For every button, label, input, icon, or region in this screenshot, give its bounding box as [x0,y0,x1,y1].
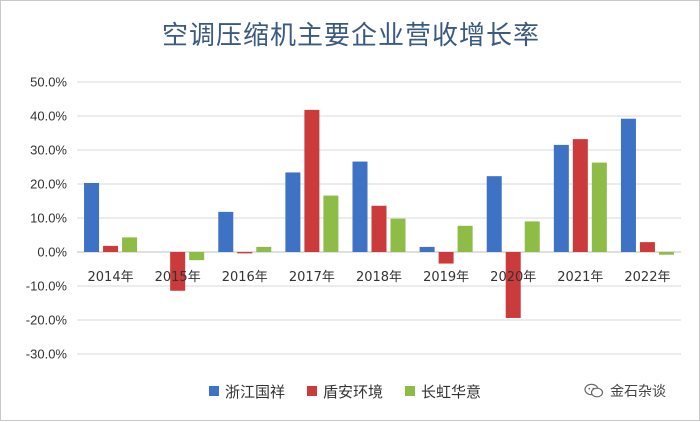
y-tick-label: -30.0% [26,347,68,362]
bar [122,237,138,252]
legend-label: 盾安环境 [323,382,384,401]
x-category-label: 2015年 [155,270,201,285]
bar [419,246,435,252]
bar [505,252,521,318]
x-category-label: 2020年 [490,270,536,285]
bar [237,252,253,254]
y-tick-label: -20.0% [26,313,68,328]
x-category-label: 2016年 [222,270,268,285]
bar [438,252,454,264]
bar [285,172,301,252]
bar [620,118,636,252]
legend-label: 长虹华意 [421,382,482,401]
x-axis-labels: 2014年 2015年 2016年 2017年 2018年 2019年 2020年 2021年… [88,270,671,285]
legend-item-zhejiang-guoxiang: 浙江国祥 [209,381,285,402]
legend-label: 浙江国祥 [225,382,286,401]
x-category-label: 2018年 [356,270,402,285]
legend-item-changhong-huayi: 长虹华意 [405,381,481,402]
y-tick-label: 50.0% [30,75,67,90]
bar [639,242,655,252]
bar [658,252,674,255]
bar [352,161,368,252]
legend-swatch [405,386,416,396]
chart-title: 空调压缩机主要企业营收增长率 [161,21,540,51]
watermark: 金石杂谈 [584,381,666,401]
bar [323,195,339,252]
bar [572,139,588,252]
y-axis-ticks: 50.0% 40.0% 30.0% 20.0% 10.0% 0.0% -10.0% -20.0… [26,75,68,362]
bar [390,218,406,252]
bar [256,246,272,252]
watermark-text: 金石杂谈 [610,384,666,400]
wechat-icon [584,383,604,399]
bar [553,144,569,252]
x-category-label: 2017年 [289,270,335,285]
bar [524,221,540,252]
y-tick-label: 20.0% [30,177,67,192]
x-category-label: 2021年 [557,270,603,285]
legend-swatch [307,386,318,396]
bar [170,252,186,291]
bars [84,109,674,318]
bar [486,176,502,252]
y-tick-label: 40.0% [30,109,67,124]
y-tick-label: 0.0% [37,245,67,260]
x-category-label: 2019年 [423,270,469,285]
bar [371,205,387,252]
x-category-label: 2022年 [624,270,670,285]
bar [591,162,607,252]
y-tick-label: 10.0% [30,211,67,226]
y-tick-label: -10.0% [26,279,68,294]
legend-swatch [209,386,219,396]
bar [304,109,320,252]
bar [189,252,205,261]
x-category-label: 2014年 [88,270,134,285]
legend-item-dunan-environment: 盾安环境 [307,381,383,402]
bar [218,211,234,252]
legend: 浙江国祥 盾安环境 长虹华意 [209,379,481,403]
y-tick-label: 30.0% [30,143,67,158]
bar [457,225,473,252]
bar [84,182,100,252]
bar [103,245,119,252]
